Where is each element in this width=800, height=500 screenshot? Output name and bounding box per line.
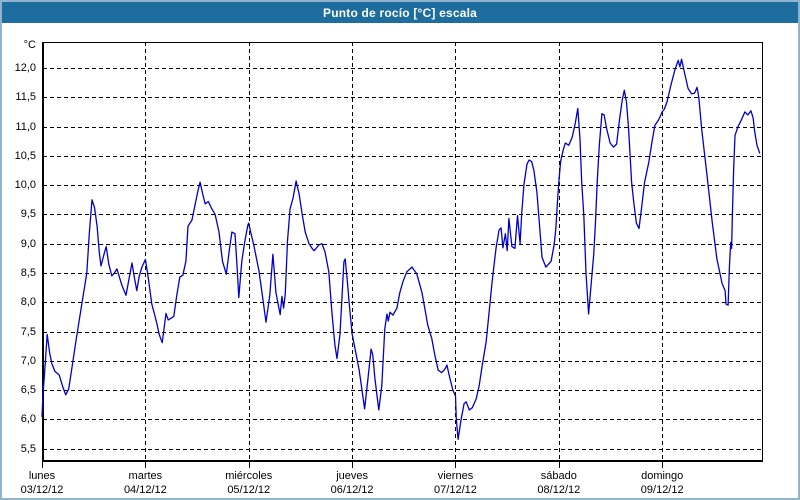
day-date: 06/12/12: [330, 484, 374, 496]
day-name: sábado: [540, 470, 577, 482]
day-date: 08/12/12: [537, 484, 581, 496]
x-day-label: martes 04/12/12: [100, 469, 190, 498]
y-tick-label: 6,5: [20, 384, 36, 397]
y-tick-label: 6,0: [20, 413, 36, 426]
y-tick-label: 8,0: [20, 296, 36, 309]
x-day-label: jueves 06/12/12: [307, 469, 397, 498]
day-name: martes: [128, 470, 163, 482]
day-date: 04/12/12: [123, 484, 167, 496]
y-tick-label: 11,5: [15, 91, 36, 104]
plot-area: [41, 42, 763, 468]
day-date: 03/12/12: [20, 484, 64, 496]
day-date: 05/12/12: [227, 484, 271, 496]
y-tick-label: 11,0: [15, 120, 36, 133]
chart-region: °C 12,0 11,5 11,0 10,5 10,0 9,5 9,0 8,5 8,0 7,5 7,…: [2, 23, 798, 498]
x-day-label: lunes 03/12/12: [2, 469, 87, 498]
y-tick-label: 7,0: [20, 354, 36, 367]
y-tick-label: 7,5: [20, 325, 36, 338]
day-name: domingo: [641, 470, 684, 482]
day-date: 07/12/12: [434, 484, 477, 496]
y-tick-label: 5,5: [20, 442, 36, 455]
x-day-label: domingo 09/12/12: [617, 469, 707, 498]
x-day-label: sábado 08/12/12: [514, 469, 604, 498]
y-tick-label: 9,5: [20, 208, 36, 221]
y-tick-label: 8,5: [20, 266, 36, 279]
y-tick-label: 12,0: [14, 62, 36, 74]
title-bar: Punto de rocío [°C] escala: [2, 2, 798, 23]
x-day-label: viernes 07/12/12: [410, 469, 500, 498]
y-tick-label: 10,0: [14, 179, 36, 192]
day-name: lunes: [28, 470, 56, 482]
y-axis-unit: °C: [23, 39, 36, 51]
day-date: 09/12/12: [640, 484, 684, 496]
window-title: Punto de rocío [°C] escala: [322, 5, 478, 20]
dew-point-series-line: [41, 58, 761, 440]
y-tick-label: 10,5: [14, 149, 36, 162]
day-name: miércoles: [225, 470, 273, 482]
y-tick-label: 9,0: [20, 237, 36, 250]
x-day-label: miércoles 05/12/12: [204, 469, 294, 498]
day-name: viernes: [437, 470, 474, 482]
day-name: jueves: [336, 470, 368, 482]
